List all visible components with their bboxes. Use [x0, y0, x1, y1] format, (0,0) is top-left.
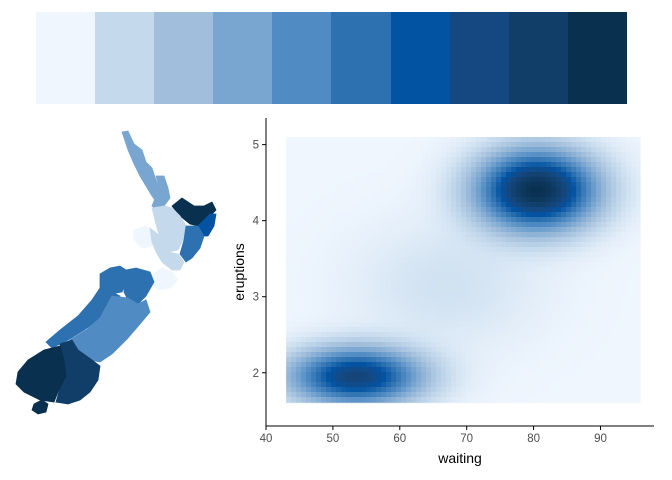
map-region-northland: [121, 130, 164, 205]
palette-swatch-5: [272, 12, 332, 104]
density-raster: [286, 137, 641, 404]
y-axis-title: eruptions: [231, 243, 247, 301]
map-region-hawke-s-bay: [179, 225, 205, 263]
map-region-manawatu-wanganui: [149, 227, 185, 271]
palette-swatch-2: [95, 12, 155, 104]
y-tick-label: 3: [253, 292, 259, 304]
palette-swatch-9: [508, 12, 568, 104]
map-region-marlborough: [123, 267, 155, 307]
y-tick-label: 4: [253, 216, 260, 228]
x-tick-label: 60: [393, 433, 406, 445]
x-tick-label: 40: [260, 433, 273, 445]
map-region-stewart-island: [31, 399, 49, 415]
map-region-southland: [15, 345, 67, 403]
y-tick-label: 5: [253, 140, 259, 152]
map-region-canterbury: [69, 295, 151, 363]
x-tick-label: 90: [594, 433, 607, 445]
palette-swatch-7: [390, 12, 450, 104]
x-tick-label: 70: [460, 433, 473, 445]
palette-swatch-4: [213, 12, 273, 104]
x-axis-title: waiting: [437, 450, 482, 466]
new-zealand-region-map: [15, 130, 217, 415]
color-palette-strip: [36, 12, 627, 104]
palette-swatch-3: [154, 12, 214, 104]
map-region-west-coast: [45, 287, 121, 349]
map-region-wellington: [149, 267, 179, 291]
palette-swatch-1: [36, 12, 96, 104]
map-region-taranaki: [133, 225, 155, 249]
y-tick-label: 2: [253, 368, 259, 380]
density-plot: 40 50 60 70 80 90 2 3 4 5 waiting eruptions: [231, 118, 654, 466]
palette-swatch-10: [567, 12, 627, 104]
palette-swatch-6: [331, 12, 391, 104]
x-tick-label: 50: [326, 433, 339, 445]
x-tick-label: 80: [527, 433, 540, 445]
palette-swatch-8: [449, 12, 509, 104]
